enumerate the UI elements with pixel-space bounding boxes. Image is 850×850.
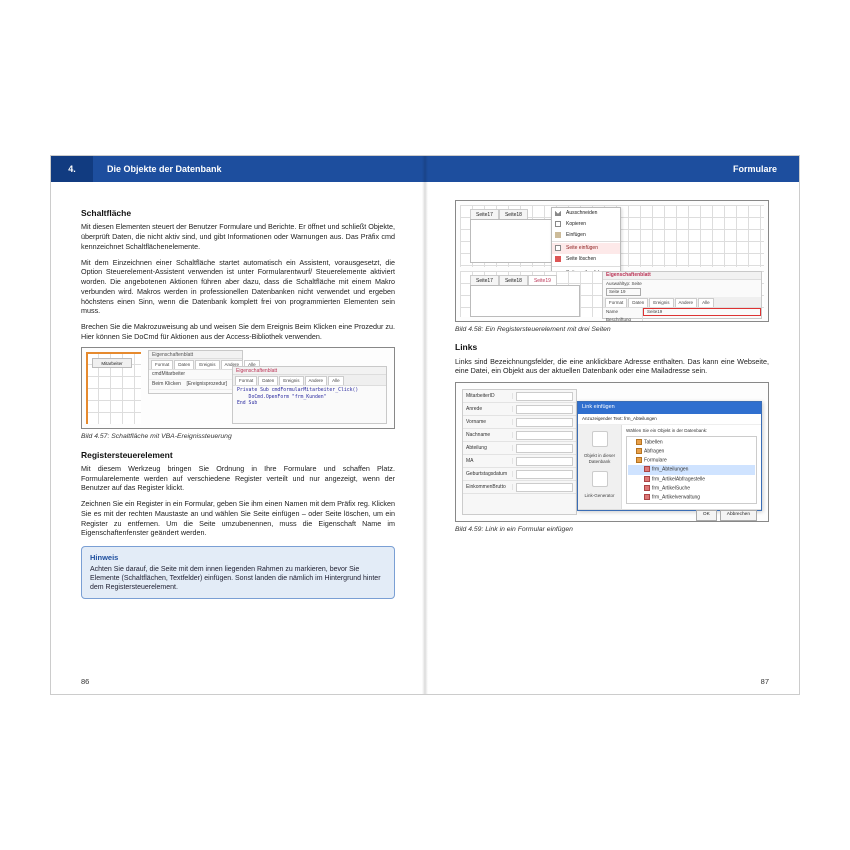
para: Mit diesen Elementen steuert der Benutze… bbox=[81, 222, 395, 251]
header-right-title: Formulare bbox=[733, 164, 777, 174]
para: Zeichnen Sie ein Register in ein Formula… bbox=[81, 499, 395, 538]
chapter-title: Die Objekte der Datenbank bbox=[93, 164, 222, 174]
page-number-right: 87 bbox=[761, 677, 769, 686]
dialog-title: Link einfügen bbox=[578, 402, 761, 414]
caption-4-58: Bild 4.58: Ein Registersteuerelement mit… bbox=[455, 325, 769, 334]
vba-code: Private Sub cmdFormularMitarbeiter_Click… bbox=[233, 386, 386, 409]
prop-title-1: Eigenschaftenblatt bbox=[149, 351, 242, 359]
figure-4-58: Seite17 Seite18 Ausschneiden Kopieren Ei… bbox=[455, 200, 769, 322]
prop-title-2: Eigenschaftenblatt bbox=[233, 367, 386, 375]
book-spread: 4. Die Objekte der Datenbank Schaltfläch… bbox=[50, 155, 800, 695]
section-links: Links bbox=[455, 342, 769, 353]
prop-title-3: Eigenschaftenblatt bbox=[603, 272, 761, 280]
caption-4-59: Bild 4.59: Link in ein Formular einfügen bbox=[455, 525, 769, 534]
paste-icon bbox=[555, 232, 561, 238]
delete-page-icon bbox=[555, 256, 561, 262]
insert-page-icon bbox=[555, 245, 561, 251]
form-preview: MitarbeiterID Anrede Vorname Nachname Ab… bbox=[462, 389, 577, 515]
cancel-button[interactable]: Abbrechen bbox=[720, 510, 757, 520]
hint-body: Achten Sie darauf, die Seite mit dem inn… bbox=[90, 565, 386, 592]
figure-4-57: Mitarbeiter Eigenschaftenblatt Format Da… bbox=[81, 347, 395, 429]
copy-icon bbox=[555, 221, 561, 227]
page-left: 4. Die Objekte der Datenbank Schaltfläch… bbox=[51, 156, 425, 694]
para: Brechen Sie die Makrozuweisung ab und we… bbox=[81, 322, 395, 341]
cut-icon bbox=[555, 210, 561, 216]
section-schaltflaeche: Schaltfläche bbox=[81, 208, 395, 219]
header-right: Formulare bbox=[425, 156, 799, 182]
link-gen-icon[interactable] bbox=[592, 471, 608, 487]
para-links: Links sind Bezeichnungsfelder, die eine … bbox=[455, 357, 769, 376]
chapter-number: 4. bbox=[51, 156, 93, 182]
hint-title: Hinweis bbox=[90, 553, 386, 563]
left-content: Schaltfläche Mit diesen Elementen steuer… bbox=[51, 182, 425, 694]
header-left: 4. Die Objekte der Datenbank bbox=[51, 156, 425, 182]
figure-4-59: MitarbeiterID Anrede Vorname Nachname Ab… bbox=[455, 382, 769, 522]
db-object-icon[interactable] bbox=[592, 431, 608, 447]
context-menu[interactable]: Ausschneiden Kopieren Einfügen Seite ein… bbox=[551, 207, 621, 280]
ok-button[interactable]: OK bbox=[696, 510, 717, 520]
para: Mit diesem Werkzeug bringen Sie Ordnung … bbox=[81, 464, 395, 493]
hint-box: Hinweis Achten Sie darauf, die Seite mit… bbox=[81, 546, 395, 599]
right-content: Seite17 Seite18 Ausschneiden Kopieren Ei… bbox=[425, 182, 799, 694]
caption-4-57: Bild 4.57: Schaltfläche mit VBA-Ereignis… bbox=[81, 432, 395, 441]
page-right: Formulare Seite17 Seite18 Ausschneiden K… bbox=[425, 156, 799, 694]
section-register: Registersteuerelement bbox=[81, 450, 395, 461]
link-dialog[interactable]: Link einfügen Anzuzeigender Text: frm_Ab… bbox=[577, 401, 762, 511]
page-number-left: 86 bbox=[81, 677, 89, 686]
para: Mit dem Einzeichnen einer Schaltfläche s… bbox=[81, 258, 395, 316]
